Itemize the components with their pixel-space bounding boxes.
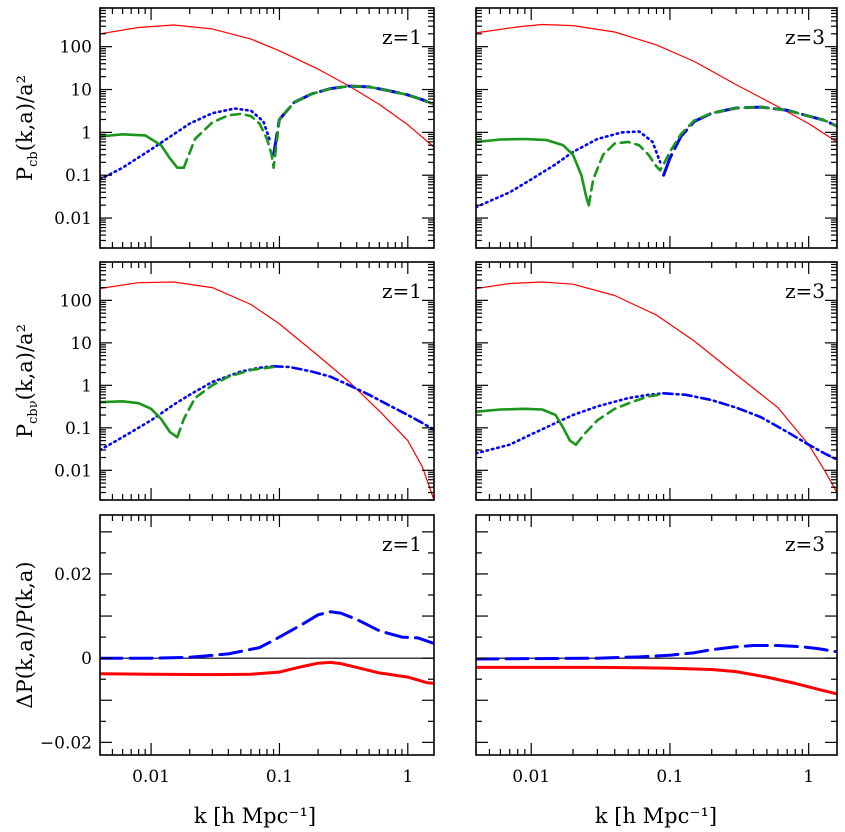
series-group bbox=[476, 281, 837, 494]
panel-r0-c1: z=3 bbox=[475, 7, 838, 249]
series-line bbox=[100, 107, 272, 181]
panel-frame bbox=[475, 514, 838, 756]
y-tick-label: 0.1 bbox=[65, 166, 92, 186]
series-line bbox=[100, 610, 434, 660]
y-tick-label: 10 bbox=[70, 81, 92, 101]
y-tick-label: 0.02 bbox=[54, 565, 92, 585]
y-tick-label: 100 bbox=[60, 38, 92, 58]
y-axis-label: ΔP(k,a)/P(k,a) bbox=[13, 561, 37, 708]
redshift-label: z=3 bbox=[785, 279, 825, 303]
redshift-label: z=1 bbox=[382, 25, 422, 49]
series-group bbox=[476, 23, 837, 209]
series-group bbox=[476, 644, 837, 696]
y-tick-label: 1 bbox=[81, 376, 92, 396]
redshift-label: z=3 bbox=[785, 532, 825, 556]
series-line bbox=[100, 24, 434, 148]
redshift-label: z=1 bbox=[382, 279, 422, 303]
x-axis-label-right: k [h Mpc⁻¹] bbox=[595, 804, 717, 828]
x-tick-label: 0.1 bbox=[656, 767, 683, 787]
series-line bbox=[476, 644, 837, 661]
y-tick-label: −0.02 bbox=[40, 733, 92, 753]
panel-r2-c0: 0.01 0.1 1 −0.02 0 0.02 z=1 bbox=[40, 514, 435, 787]
y-axis-label: Pcbν(k,a)/a² bbox=[13, 324, 41, 438]
panel-frame bbox=[475, 7, 838, 249]
series-line bbox=[476, 407, 578, 447]
x-tick-label: 1 bbox=[803, 767, 814, 787]
panel-r0-c0: 0.01 0.1 1 10 100 z=1 bbox=[54, 7, 435, 249]
series-line bbox=[272, 364, 434, 432]
redshift-label: z=1 bbox=[382, 532, 422, 556]
x-tick-label: 1 bbox=[402, 767, 413, 787]
panel-r1-c0: 0.01 0.1 1 10 100 z=1 bbox=[54, 261, 435, 501]
y-tick-label: 0.1 bbox=[65, 419, 92, 439]
panel-r1-c1: z=3 bbox=[475, 261, 838, 501]
series-group bbox=[100, 281, 434, 500]
y-tick-label: 0 bbox=[81, 649, 92, 669]
series-line bbox=[100, 660, 434, 685]
y-tick-label: 0.01 bbox=[54, 461, 92, 481]
x-axis-label-left: k [h Mpc⁻¹] bbox=[194, 804, 316, 828]
series-line bbox=[476, 130, 662, 209]
series-line bbox=[176, 365, 275, 439]
series-line bbox=[476, 23, 837, 143]
series-line bbox=[100, 399, 179, 439]
series-line bbox=[574, 392, 665, 447]
series-line bbox=[100, 281, 434, 500]
x-tick-label: 0.01 bbox=[132, 767, 170, 787]
series-line bbox=[182, 84, 434, 169]
series-group bbox=[100, 610, 434, 685]
panel-r2-c1: 0.01 0.1 1 z=3 bbox=[475, 514, 838, 787]
x-tick-label: 0.01 bbox=[512, 767, 550, 787]
redshift-label: z=3 bbox=[785, 25, 825, 49]
y-tick-label: 0.01 bbox=[54, 209, 92, 229]
y-tick-label: 100 bbox=[60, 291, 92, 311]
y-axis-label: Pcb(k,a)/a² bbox=[13, 75, 41, 181]
series-line bbox=[662, 391, 837, 461]
series-line bbox=[100, 364, 275, 452]
x-tick-label: 0.1 bbox=[266, 767, 293, 787]
series-group bbox=[100, 24, 434, 181]
series-line bbox=[100, 133, 186, 169]
series-line bbox=[476, 281, 837, 494]
y-tick-label: 1 bbox=[81, 123, 92, 143]
series-line bbox=[476, 137, 591, 207]
panel-frame bbox=[475, 261, 838, 501]
series-line bbox=[476, 665, 837, 696]
series-line bbox=[587, 105, 837, 207]
y-tick-label: 10 bbox=[70, 334, 92, 354]
series-line bbox=[476, 391, 665, 455]
